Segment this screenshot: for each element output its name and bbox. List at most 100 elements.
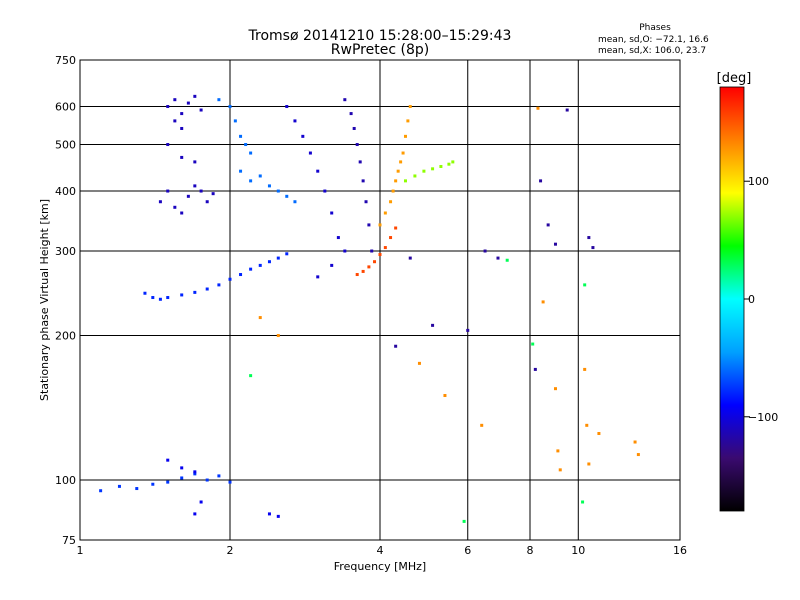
data-point — [349, 112, 353, 116]
data-point — [211, 192, 215, 196]
data-point — [587, 462, 591, 466]
data-point — [193, 184, 197, 188]
data-point — [258, 174, 262, 178]
data-point — [378, 253, 382, 257]
data-point — [267, 184, 271, 188]
data-point — [158, 297, 162, 301]
data-point — [308, 151, 312, 155]
data-point — [389, 200, 393, 204]
data-point — [99, 489, 103, 493]
data-point — [396, 169, 400, 173]
data-point — [293, 119, 297, 123]
data-point — [408, 105, 412, 109]
data-point — [151, 482, 155, 486]
data-point — [143, 291, 147, 295]
data-point — [583, 367, 587, 371]
data-point — [228, 277, 232, 281]
data-point — [355, 143, 359, 147]
data-point — [193, 290, 197, 294]
data-point — [166, 189, 170, 193]
data-point — [585, 423, 589, 427]
colorbar: [deg] 100 0 −100 — [717, 71, 778, 512]
data-point — [151, 296, 155, 300]
y-tick-labels: 75 100 200 300 400 500 600 750 — [55, 54, 76, 547]
data-point — [394, 226, 398, 230]
chart-subtitle: RwPretec (8p) — [331, 42, 429, 58]
data-point — [531, 342, 535, 346]
data-point — [249, 374, 253, 378]
data-point — [180, 126, 184, 130]
data-point — [217, 98, 221, 102]
data-point — [180, 476, 184, 480]
data-point — [373, 260, 377, 264]
x-axis-label: Frequency [MHz] — [334, 560, 426, 573]
data-point — [239, 273, 243, 277]
y-tick-label: 750 — [55, 54, 76, 67]
data-point — [193, 470, 197, 474]
data-point — [330, 263, 334, 267]
data-point — [199, 189, 203, 193]
data-point — [361, 269, 365, 273]
data-point — [553, 387, 557, 391]
data-point — [536, 106, 540, 110]
data-point — [383, 246, 387, 250]
data-point — [135, 487, 139, 491]
grid-lines — [80, 60, 680, 540]
data-point — [249, 151, 253, 155]
data-point — [316, 275, 320, 279]
data-point — [244, 143, 248, 147]
data-point — [217, 283, 221, 287]
data-point — [587, 236, 591, 240]
data-point — [389, 236, 393, 240]
data-point — [186, 194, 190, 198]
data-point — [276, 256, 280, 260]
data-point — [361, 179, 365, 183]
data-point — [180, 293, 184, 297]
data-point — [199, 108, 203, 112]
data-point — [316, 169, 320, 173]
data-point — [285, 105, 289, 109]
data-point — [439, 164, 443, 168]
data-point — [553, 242, 557, 246]
data-point — [466, 328, 470, 332]
data-point — [394, 344, 398, 348]
data-point — [413, 174, 417, 178]
x-tick-label: 6 — [464, 544, 471, 557]
data-point — [391, 189, 395, 193]
x-tick-label: 4 — [377, 544, 384, 557]
data-point — [383, 211, 387, 215]
data-point — [597, 432, 601, 436]
data-point — [496, 256, 500, 260]
data-point — [546, 223, 550, 227]
colorbar-tick-label: 0 — [748, 293, 755, 306]
data-point — [239, 134, 243, 138]
data-point — [367, 265, 371, 269]
y-tick-label: 400 — [55, 185, 76, 198]
x-tick-label: 8 — [527, 544, 534, 557]
data-point — [173, 205, 177, 209]
colorbar-unit-label: [deg] — [717, 71, 752, 86]
data-point — [285, 252, 289, 256]
data-point — [267, 512, 271, 516]
data-point — [636, 453, 640, 457]
data-point — [193, 94, 197, 98]
data-point — [258, 316, 262, 320]
data-point — [591, 246, 595, 250]
data-point — [276, 189, 280, 193]
y-tick-label: 300 — [55, 245, 76, 258]
data-point — [228, 105, 232, 109]
data-point — [378, 223, 382, 227]
data-point — [358, 160, 362, 164]
data-point — [293, 200, 297, 204]
data-points — [99, 94, 640, 523]
data-point — [422, 169, 426, 173]
data-point — [541, 300, 545, 304]
y-tick-label: 75 — [62, 534, 76, 547]
data-point — [173, 119, 177, 123]
data-point — [399, 160, 403, 164]
data-point — [258, 263, 262, 267]
data-point — [343, 98, 347, 102]
data-point — [180, 112, 184, 116]
data-point — [193, 160, 197, 164]
